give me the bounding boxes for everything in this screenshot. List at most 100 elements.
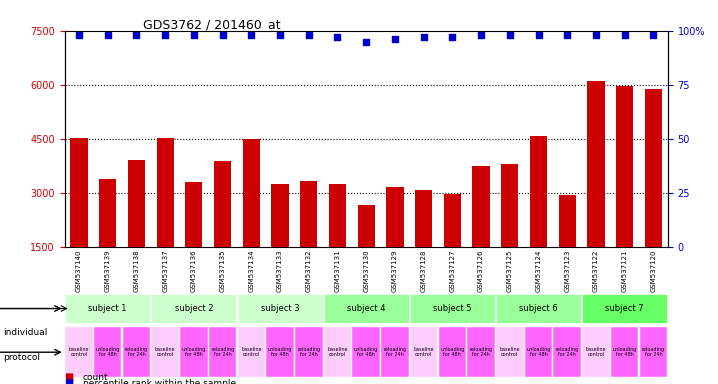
Text: GSM537129: GSM537129 xyxy=(392,250,398,292)
Point xyxy=(332,34,343,40)
Bar xyxy=(616,86,633,301)
Point xyxy=(504,32,516,38)
Bar xyxy=(472,166,490,301)
Bar xyxy=(128,160,145,301)
Bar xyxy=(386,187,404,301)
Point xyxy=(73,32,85,38)
FancyBboxPatch shape xyxy=(209,327,236,377)
Text: GSM537120: GSM537120 xyxy=(651,250,656,292)
Point xyxy=(303,32,314,38)
Bar xyxy=(300,180,317,301)
Text: subject 3: subject 3 xyxy=(261,304,299,313)
Text: baseline
control: baseline control xyxy=(500,347,520,358)
Text: GSM537136: GSM537136 xyxy=(191,250,197,292)
Point xyxy=(246,32,257,38)
Text: reloading
for 24h: reloading for 24h xyxy=(642,347,665,358)
FancyBboxPatch shape xyxy=(324,327,351,377)
Text: percentile rank within the sample: percentile rank within the sample xyxy=(83,379,236,384)
FancyBboxPatch shape xyxy=(496,295,581,323)
Point xyxy=(561,32,573,38)
Bar xyxy=(271,184,289,301)
Text: GSM537126: GSM537126 xyxy=(478,250,484,292)
Text: GSM537122: GSM537122 xyxy=(593,250,599,292)
Text: GSM537123: GSM537123 xyxy=(564,250,570,292)
Point xyxy=(418,34,429,40)
Text: GDS3762 / 201460_at: GDS3762 / 201460_at xyxy=(143,18,281,31)
Text: GSM537128: GSM537128 xyxy=(421,250,426,292)
Point xyxy=(360,38,372,45)
Point xyxy=(102,32,113,38)
Text: baseline
control: baseline control xyxy=(241,347,261,358)
Text: ■: ■ xyxy=(65,378,74,384)
FancyBboxPatch shape xyxy=(353,327,380,377)
Text: baseline
control: baseline control xyxy=(155,347,175,358)
Bar xyxy=(214,161,231,301)
Point xyxy=(159,32,171,38)
Bar xyxy=(70,138,88,301)
Text: reloading
for 24h: reloading for 24h xyxy=(556,347,579,358)
FancyBboxPatch shape xyxy=(611,327,638,377)
Text: subject 6: subject 6 xyxy=(519,304,558,313)
Text: unloading
for 48h: unloading for 48h xyxy=(268,347,292,358)
Bar xyxy=(444,194,461,301)
Point xyxy=(447,34,458,40)
Point xyxy=(590,32,602,38)
FancyBboxPatch shape xyxy=(640,327,667,377)
FancyBboxPatch shape xyxy=(381,327,409,377)
Text: unloading
for 48h: unloading for 48h xyxy=(95,347,120,358)
FancyBboxPatch shape xyxy=(238,327,265,377)
Text: GSM537137: GSM537137 xyxy=(162,250,168,292)
Bar xyxy=(587,81,605,301)
Text: subject 5: subject 5 xyxy=(433,304,472,313)
Bar xyxy=(415,190,432,301)
Text: GSM537125: GSM537125 xyxy=(507,250,513,292)
FancyBboxPatch shape xyxy=(410,295,495,323)
Bar xyxy=(99,179,116,301)
FancyBboxPatch shape xyxy=(180,327,208,377)
Text: unloading
for 48h: unloading for 48h xyxy=(182,347,206,358)
Text: GSM537127: GSM537127 xyxy=(449,250,455,292)
Text: subject 4: subject 4 xyxy=(347,304,386,313)
Point xyxy=(648,32,659,38)
Text: subject 7: subject 7 xyxy=(605,304,644,313)
Text: GSM537139: GSM537139 xyxy=(105,250,111,292)
Text: reloading
for 24h: reloading for 24h xyxy=(383,347,406,358)
Bar xyxy=(530,136,547,301)
Point xyxy=(188,32,200,38)
FancyBboxPatch shape xyxy=(525,327,552,377)
Text: GSM537121: GSM537121 xyxy=(622,250,628,292)
Text: protocol: protocol xyxy=(4,353,41,362)
Bar xyxy=(329,184,346,301)
Point xyxy=(533,32,544,38)
Text: GSM537124: GSM537124 xyxy=(536,250,541,292)
Text: reloading
for 24h: reloading for 24h xyxy=(125,347,148,358)
Bar xyxy=(645,89,662,301)
Bar xyxy=(185,182,202,301)
FancyBboxPatch shape xyxy=(467,327,495,377)
Text: baseline
control: baseline control xyxy=(414,347,434,358)
Text: unloading
for 48h: unloading for 48h xyxy=(440,347,465,358)
Text: GSM537131: GSM537131 xyxy=(335,250,340,292)
Point xyxy=(619,32,630,38)
Text: GSM537132: GSM537132 xyxy=(306,250,312,292)
Text: GSM537135: GSM537135 xyxy=(220,250,225,292)
Text: GSM537140: GSM537140 xyxy=(76,250,82,292)
Text: GSM537134: GSM537134 xyxy=(248,250,254,292)
Bar xyxy=(559,195,576,301)
Bar xyxy=(157,138,174,301)
Text: GSM537133: GSM537133 xyxy=(277,250,283,292)
FancyBboxPatch shape xyxy=(439,327,466,377)
FancyBboxPatch shape xyxy=(582,327,610,377)
Point xyxy=(131,32,142,38)
FancyBboxPatch shape xyxy=(123,327,150,377)
Text: reloading
for 24h: reloading for 24h xyxy=(470,347,493,358)
FancyBboxPatch shape xyxy=(65,295,150,323)
Text: reloading
for 24h: reloading for 24h xyxy=(297,347,320,358)
Text: subject 1: subject 1 xyxy=(88,304,127,313)
Text: count: count xyxy=(83,373,108,382)
Text: baseline
control: baseline control xyxy=(586,347,606,358)
FancyBboxPatch shape xyxy=(151,327,179,377)
Text: reloading
for 24h: reloading for 24h xyxy=(211,347,234,358)
Text: unloading
for 48h: unloading for 48h xyxy=(612,347,637,358)
FancyBboxPatch shape xyxy=(65,327,93,377)
